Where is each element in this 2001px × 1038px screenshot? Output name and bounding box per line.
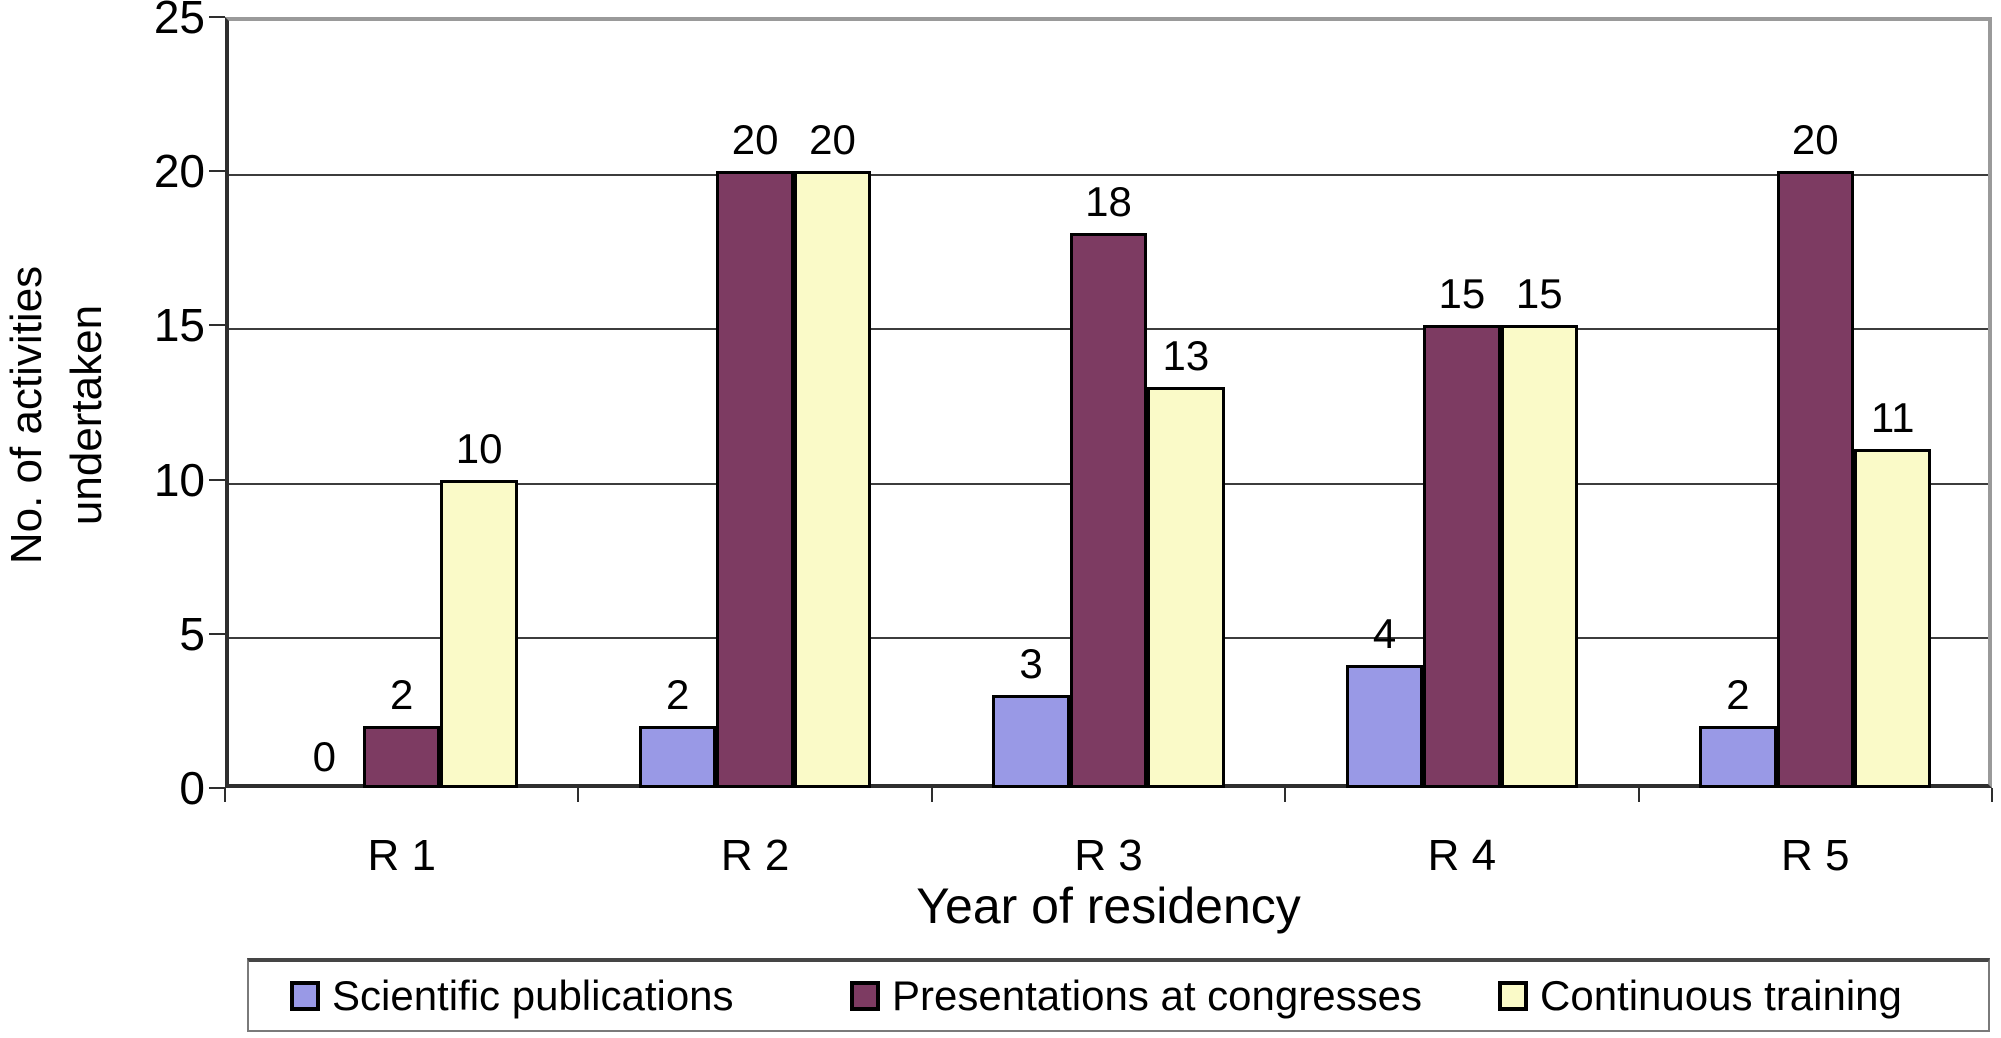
bar-value-label: 3 (1019, 640, 1043, 687)
bar-value-label: 20 (1791, 116, 1839, 163)
legend-swatch-1 (290, 981, 320, 1011)
y-tick-label: 20 (153, 145, 205, 198)
x-category-label: R 2 (720, 831, 790, 880)
bar (793, 171, 872, 788)
y-tick-label: 25 (153, 0, 205, 43)
legend-label: Continuous training (1540, 972, 1902, 1019)
bar (1147, 387, 1225, 788)
bar (1423, 325, 1501, 788)
bar-value-label: 20 (809, 116, 856, 163)
legend-label: Presentations at congresses (892, 972, 1422, 1019)
x-category-label: R 3 (1074, 831, 1143, 880)
legend-label: Scientific publications (332, 972, 734, 1019)
bar (1069, 233, 1148, 788)
bar (1776, 171, 1854, 788)
bar-value-label: 18 (1085, 178, 1132, 225)
bar-value-label: 2 (390, 671, 414, 718)
bar-value-label: 11 (1870, 394, 1915, 441)
x-axis-tick (577, 788, 580, 802)
bar-value-label: 0 (312, 733, 336, 780)
y-axis-tick (209, 632, 225, 635)
bar (716, 171, 794, 788)
x-axis-tick (1991, 788, 1993, 802)
legend-entry: Presentations at congresses (850, 962, 1422, 1030)
legend-entry: Continuous training (1498, 962, 1902, 1030)
x-axis-tick (1637, 788, 1640, 802)
legend-swatch-3 (1498, 981, 1528, 1011)
x-axis-tick (930, 788, 933, 802)
y-axis-tick (209, 170, 225, 173)
x-category-label: R 5 (1781, 831, 1850, 880)
bar (1854, 449, 1932, 788)
legend-entry: Scientific publications (290, 962, 734, 1030)
y-axis-tick (209, 787, 225, 789)
bar-value-label: 10 (455, 425, 503, 472)
bar-value-label: 13 (1162, 332, 1210, 379)
bar (992, 695, 1070, 788)
y-tick-label: 15 (153, 299, 205, 352)
y-tick-label: 0 (179, 762, 205, 814)
y-axis-tick (209, 324, 225, 327)
bar (1500, 325, 1578, 788)
bar-value-label: 2 (1726, 671, 1750, 718)
bar (639, 726, 717, 788)
x-axis-tick (224, 788, 226, 802)
y-axis-tick (209, 478, 225, 481)
x-axis-title: Year of residency (916, 878, 1301, 934)
x-category-label: R 4 (1427, 831, 1497, 880)
x-axis-tick (1284, 788, 1287, 802)
bar-value-label: 20 (731, 116, 779, 163)
bar (1345, 665, 1424, 788)
bar (1699, 726, 1777, 788)
legend: Scientific publications Presentations at … (247, 958, 1990, 1032)
bar (363, 726, 441, 788)
x-category-label: R 1 (367, 831, 436, 880)
y-axis-tick (209, 16, 225, 18)
bar-value-label: 15 (1515, 270, 1563, 317)
gridline (229, 174, 1988, 177)
y-tick-label: 10 (153, 453, 205, 506)
bar (440, 480, 518, 788)
y-tick-label: 5 (179, 607, 205, 660)
bar-value-label: 2 (666, 671, 690, 718)
legend-swatch-2 (850, 981, 880, 1011)
bar-value-label: 15 (1438, 270, 1486, 317)
bar-value-label: 4 (1372, 610, 1397, 657)
